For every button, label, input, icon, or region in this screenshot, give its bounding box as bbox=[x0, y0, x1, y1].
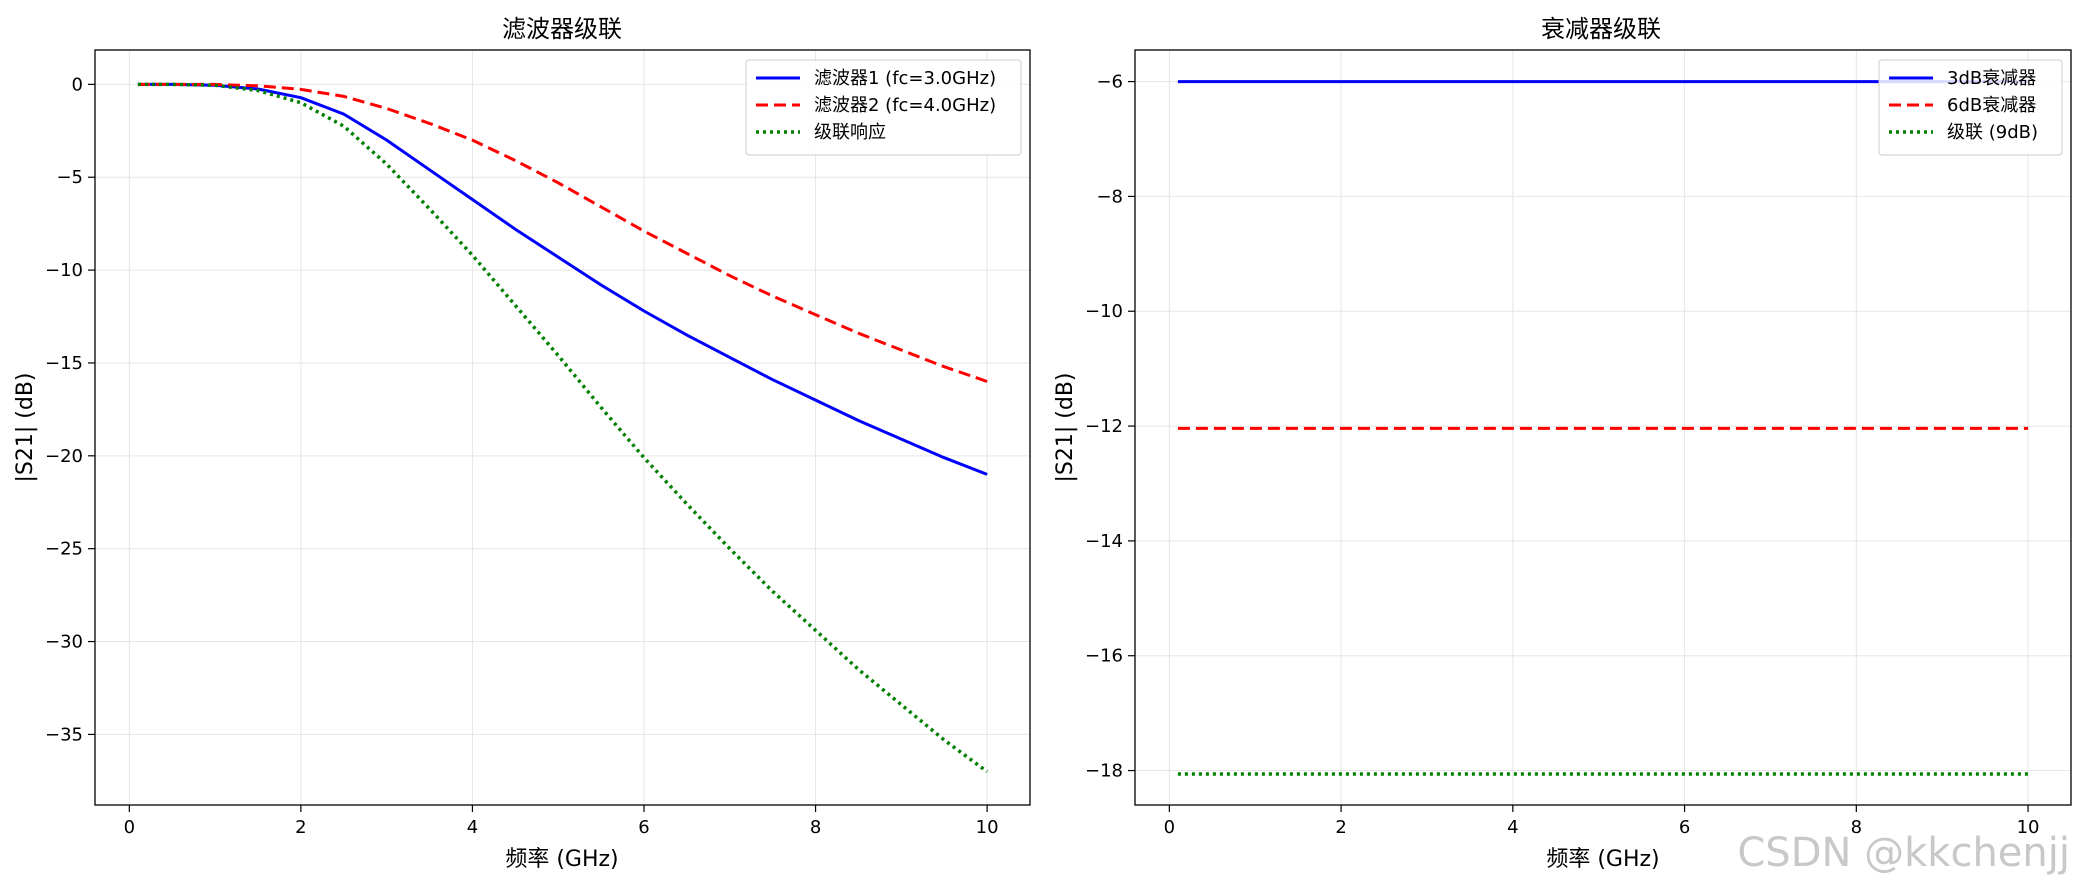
y-tick-label: −12 bbox=[1085, 416, 1123, 437]
legend-label: 级联 (9dB) bbox=[1947, 122, 2038, 143]
legend: 3dB衰减器 6dB衰减器 级联 (9dB) bbox=[1878, 59, 2063, 156]
y-tick-label: −10 bbox=[45, 260, 83, 281]
plot-frame bbox=[1134, 49, 2072, 806]
y-tick-label: −16 bbox=[1085, 646, 1123, 667]
x-tick-label: 4 bbox=[1507, 817, 1518, 838]
y-tick-label: 0 bbox=[72, 74, 83, 95]
x-axis-label: 频率 (GHz) bbox=[1546, 847, 1659, 872]
y-tick-label: −10 bbox=[1085, 301, 1123, 322]
x-tick-label: 8 bbox=[1851, 817, 1862, 838]
y-tick-label: −18 bbox=[1085, 761, 1123, 782]
legend: 滤波器1 (fc=3.0GHz) 滤波器2 (fc=4.0GHz) 级联响应 bbox=[745, 59, 1022, 156]
legend-label: 6dB衰减器 bbox=[1947, 95, 2036, 116]
legend-label: 3dB衰减器 bbox=[1947, 68, 2036, 89]
y-tick-label: −5 bbox=[56, 167, 83, 188]
y-axis-label: |S21| (dB) bbox=[13, 373, 38, 483]
chart-title: 衰减器级联 bbox=[1541, 15, 1661, 43]
x-tick-label: 6 bbox=[1679, 817, 1690, 838]
legend-label: 滤波器1 (fc=3.0GHz) bbox=[814, 68, 996, 89]
chart-attenuator-cascade: 衰减器级联 0 2 4 6 8 10 −6 −8 −10 −12 −14 −16 −18 频率 (GHz… bbox=[1053, 15, 2072, 872]
x-tick-label: 8 bbox=[810, 817, 821, 838]
x-tick-label: 10 bbox=[976, 817, 999, 838]
series-line bbox=[137, 82, 988, 383]
watermark: CSDN @kkchenjj bbox=[1737, 830, 2070, 876]
legend-box bbox=[745, 59, 1022, 156]
legend-label: 滤波器2 (fc=4.0GHz) bbox=[814, 95, 996, 116]
y-tick-label: −14 bbox=[1085, 531, 1123, 552]
x-tick-label: 6 bbox=[638, 817, 649, 838]
chart-title: 滤波器级联 bbox=[502, 15, 622, 43]
y-axis-label: |S21| (dB) bbox=[1053, 373, 1078, 483]
x-tick-label: 4 bbox=[467, 817, 478, 838]
x-tick-label: 10 bbox=[2017, 817, 2040, 838]
x-axis-label: 频率 (GHz) bbox=[505, 847, 618, 872]
y-tick-label: −30 bbox=[45, 632, 83, 653]
y-tick-label: −8 bbox=[1096, 186, 1123, 207]
y-tick-label: −15 bbox=[45, 353, 83, 374]
y-tick-label: −20 bbox=[45, 446, 83, 467]
x-tick-label: 2 bbox=[295, 817, 306, 838]
y-tick-label: −25 bbox=[45, 539, 83, 560]
x-tick-label: 0 bbox=[124, 817, 135, 838]
series-line bbox=[137, 82, 988, 476]
series-line bbox=[137, 82, 989, 774]
chart-filter-cascade: 滤波器级联 0 2 4 6 8 10 0 −5 −10 −15 −20 −25 −30 −35 频率 (G… bbox=[13, 15, 1031, 872]
plot-frame bbox=[94, 49, 1031, 806]
x-tick-label: 2 bbox=[1335, 817, 1346, 838]
y-tick-label: −6 bbox=[1096, 72, 1123, 93]
y-tick-label: −35 bbox=[45, 724, 83, 745]
x-tick-label: 0 bbox=[1164, 817, 1175, 838]
legend-label: 级联响应 bbox=[814, 122, 886, 143]
